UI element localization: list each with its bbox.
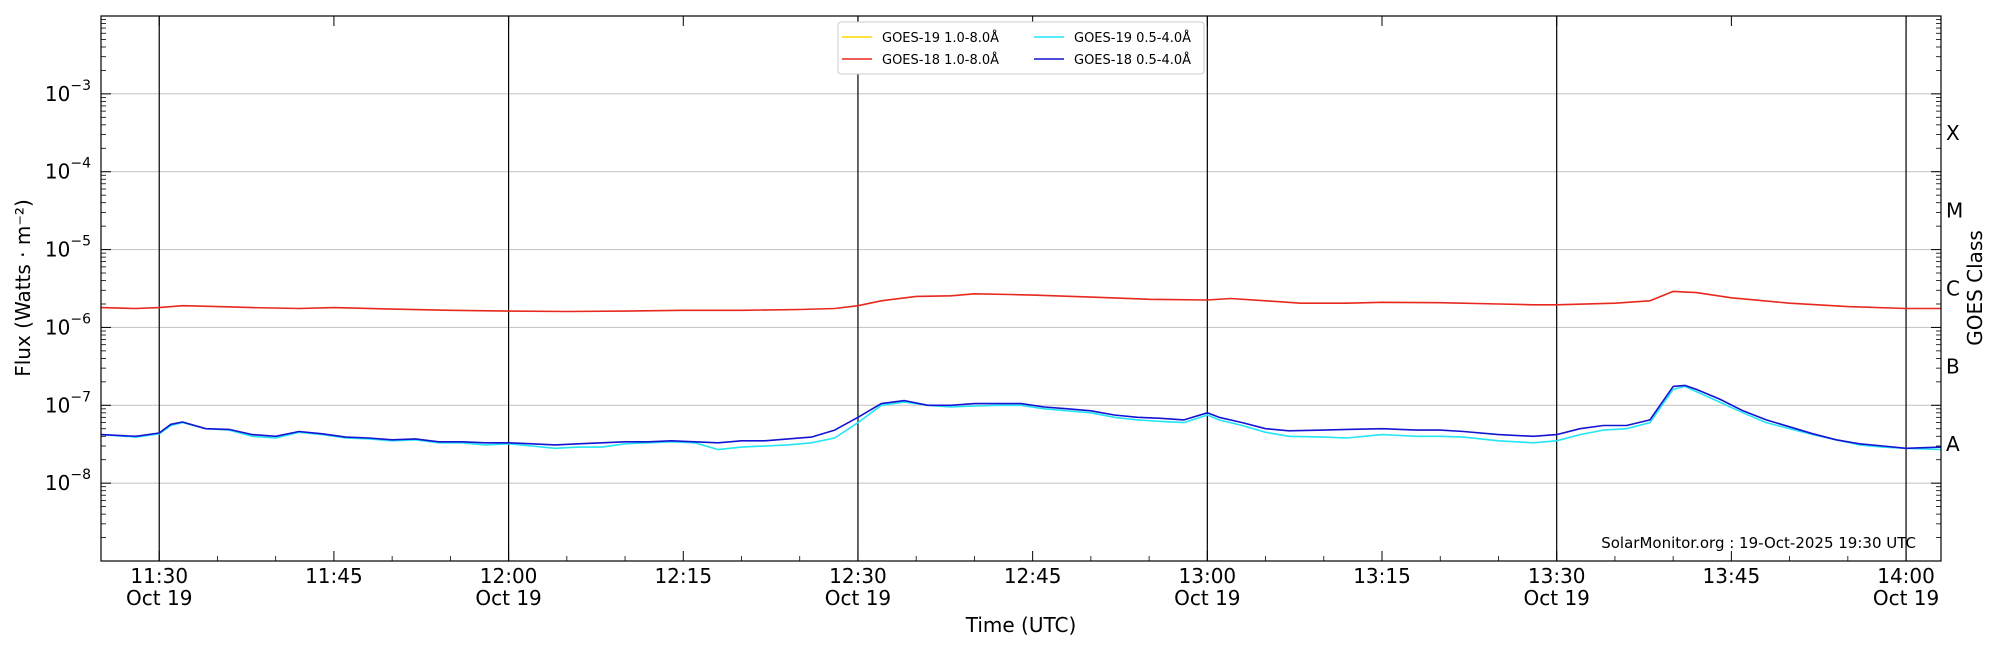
y-tick-label: 10−4 [45,156,91,184]
x-tick-date-label: Oct 19 [1873,586,1939,610]
legend-label: GOES-19 0.5-4.0Å [1074,30,1191,46]
goes-class-axis-title: GOES Class [1963,230,1987,346]
y-tick-label: 10−5 [45,234,91,262]
series-line [100,290,1941,313]
legend-label: GOES-18 1.0-8.0Å [882,52,999,68]
series-line [100,385,1942,451]
x-tick-label: 11:30 [130,564,188,588]
x-tick-date-label: Oct 19 [126,586,192,610]
x-tick-label: 14:00 [1877,564,1935,588]
x-tick-label: 12:30 [829,564,887,588]
legend: GOES-19 1.0-8.0Å GOES-18 1.0-8.0Å GOES-19 … [837,21,1205,75]
x-tick-label: 11:45 [305,564,363,588]
vertical-lines-layer [158,16,1907,561]
series-line [100,384,1942,450]
x-tick-label: 13:30 [1528,564,1586,588]
goes-class-label: M [1946,199,1963,223]
goes-class-label: B [1946,354,1960,378]
credit-text: SolarMonitor.org : 19-Oct-2025 19:30 UTC [1601,534,1916,552]
x-tick-label: 13:15 [1353,564,1411,588]
y-tick-label: 10−8 [45,467,91,495]
y-tick-label: 10−7 [45,389,91,417]
x-tick-date-label: Oct 19 [825,586,891,610]
x-tick-label: 12:15 [654,564,712,588]
x-tick-date-label: Oct 19 [1174,586,1240,610]
plot-frame [100,15,1942,562]
goes-class-label: C [1946,277,1960,301]
x-tick-label: 12:00 [480,564,538,588]
goes-class-label: A [1946,432,1960,456]
x-axis-title: Time (UTC) [965,613,1077,637]
goes-class-label: X [1946,121,1960,145]
x-tick-label: 12:45 [1004,564,1062,588]
y-tick-label: 10−3 [45,78,91,106]
grid-layer [101,93,1941,484]
series-layer [100,290,1942,451]
x-tick-label: 13:00 [1179,564,1237,588]
y-tick-label: 10−6 [45,311,91,339]
y-axis-title: Flux (Watts · m⁻²) [11,199,35,377]
x-tick-date-label: Oct 19 [475,586,541,610]
legend-label: GOES-19 1.0-8.0Å [882,30,999,46]
x-tick-label: 13:45 [1703,564,1761,588]
legend-box [837,21,1205,75]
legend-label: GOES-18 0.5-4.0Å [1074,52,1191,68]
x-tick-date-label: Oct 19 [1524,586,1590,610]
